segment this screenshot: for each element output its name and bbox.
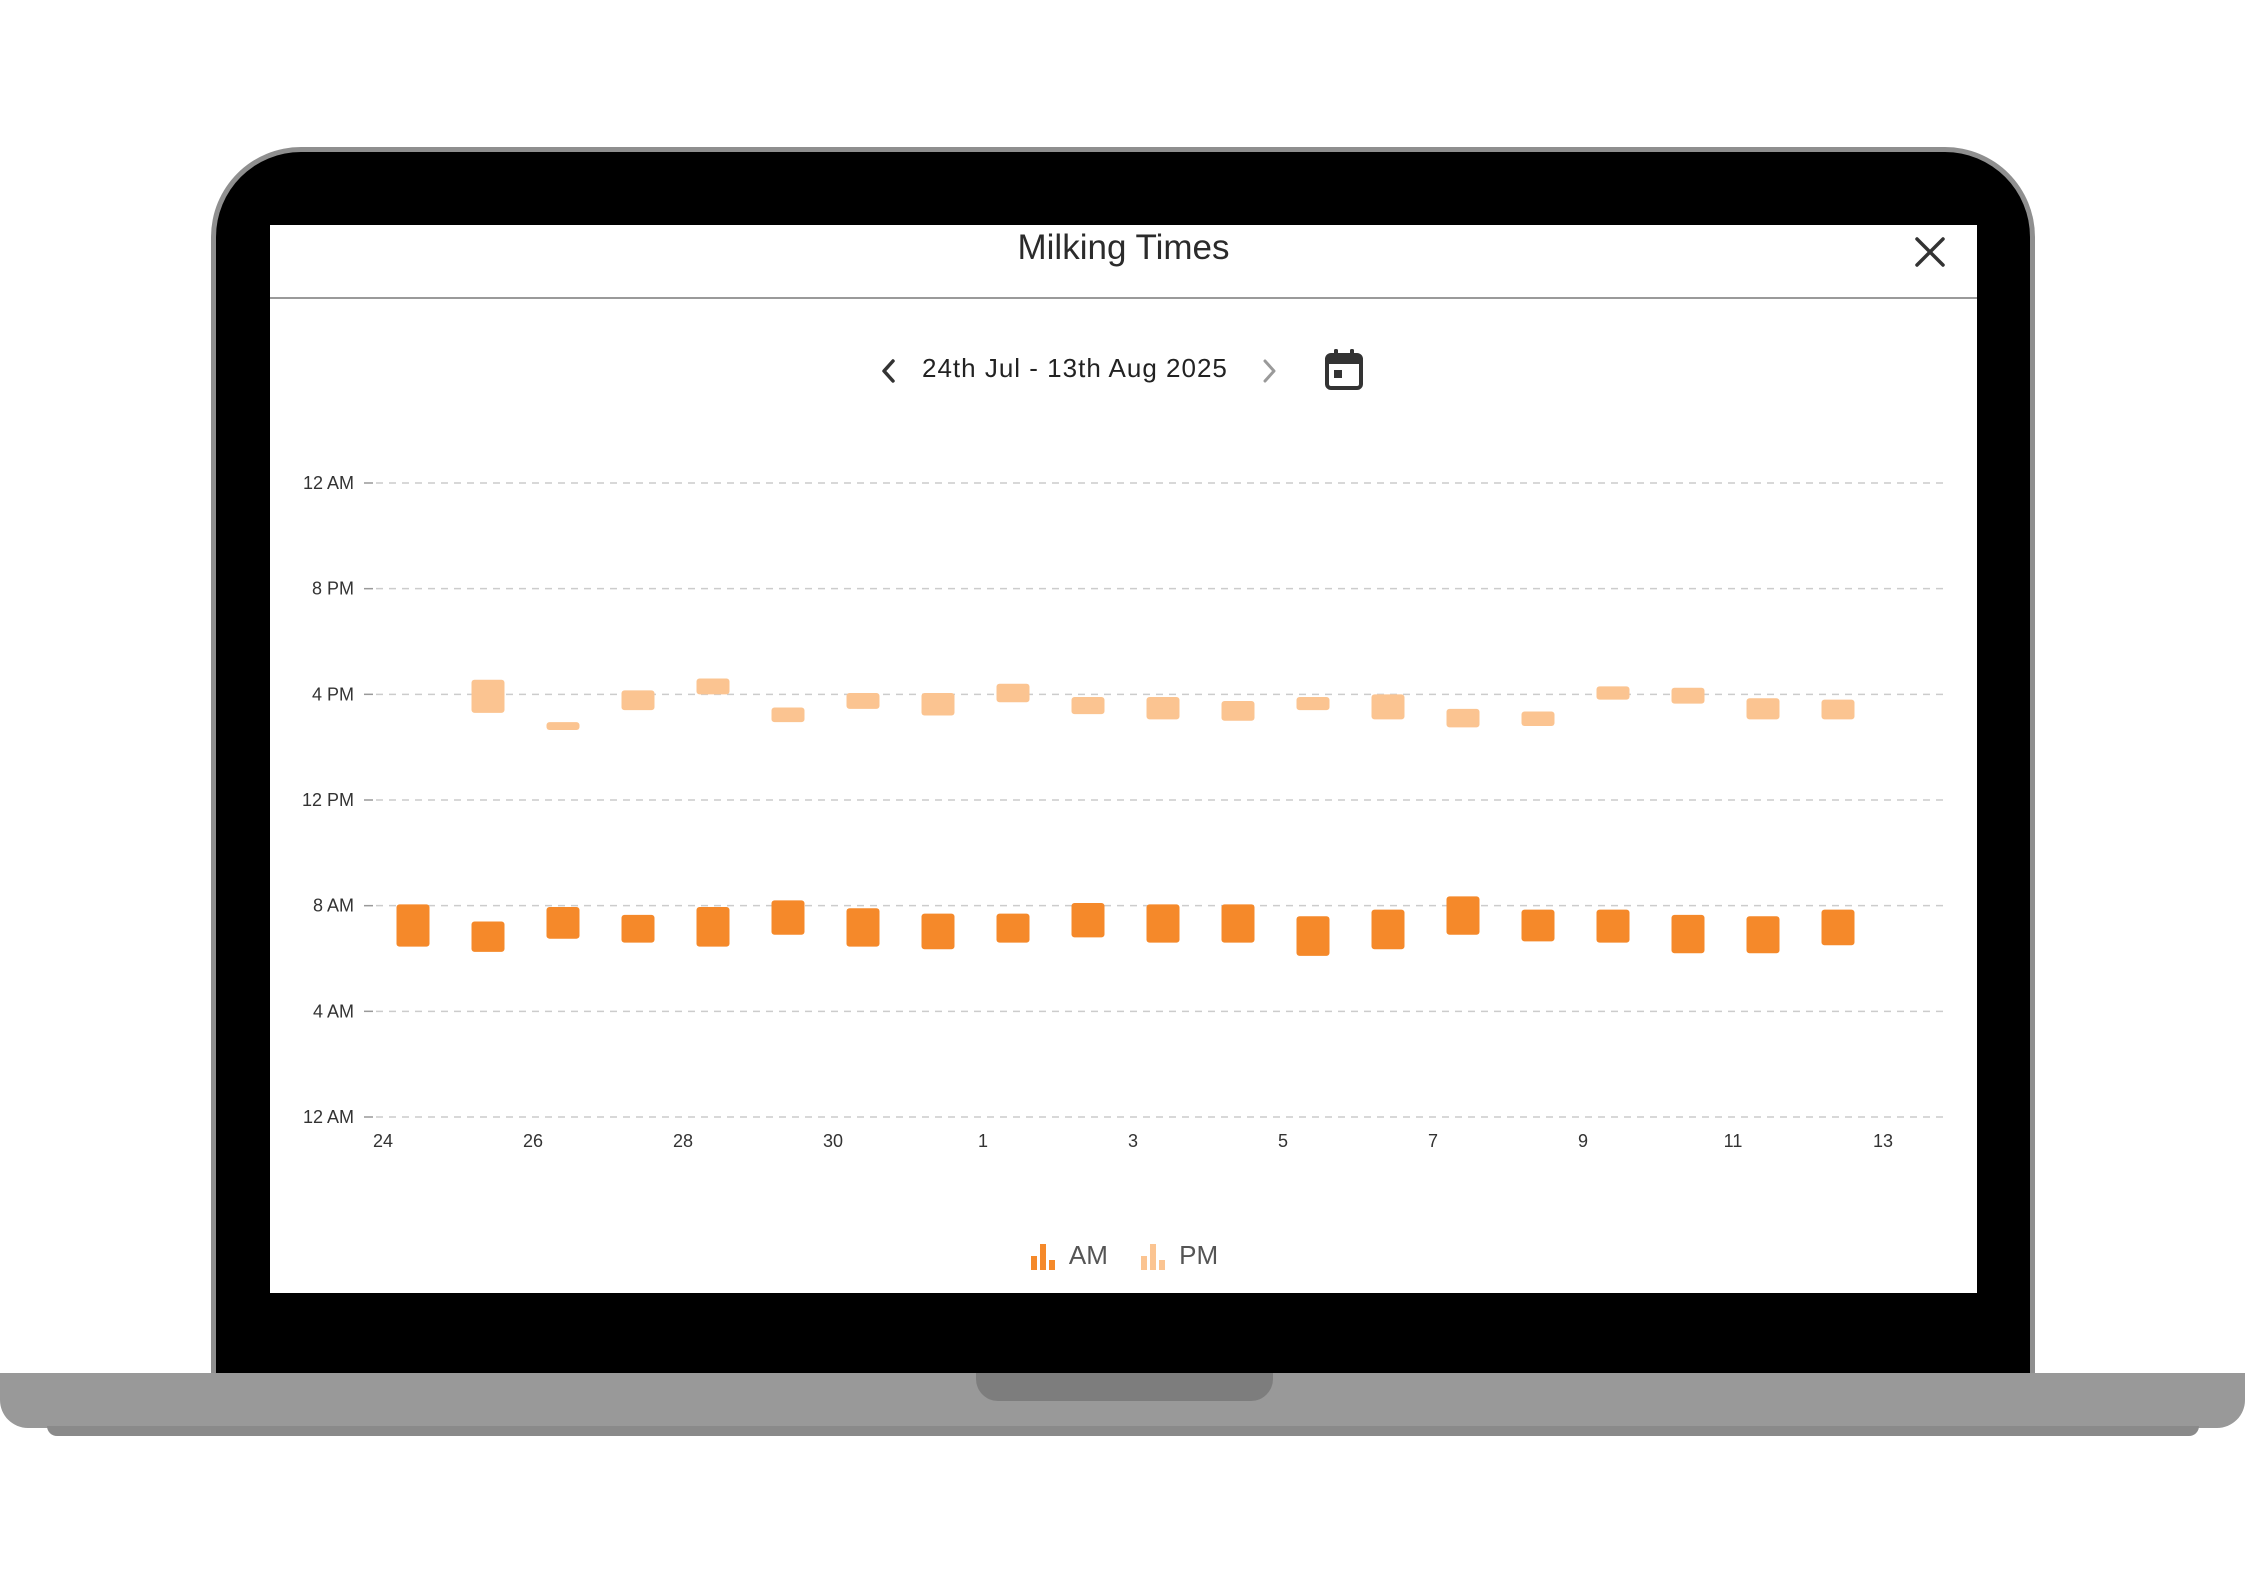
bar-pm — [546, 722, 580, 730]
x-tick-label: 9 — [1578, 1131, 1588, 1151]
bar-pm — [1071, 696, 1105, 715]
milking-times-chart: 12 AM 4 AM 8 AM 12 PM 4 PM 8 PM 12 AM 24 26 28 30… — [302, 473, 1945, 1151]
bar-am — [1746, 916, 1780, 954]
bar-am — [546, 906, 580, 939]
bar-pm — [471, 679, 505, 713]
date-range-label: 24th Jul - 13th Aug 2025 — [922, 353, 1228, 383]
bar-chart-icon — [1141, 1243, 1166, 1270]
x-tick-label: 1 — [978, 1131, 988, 1151]
x-tick-label: 28 — [673, 1131, 693, 1151]
bar-chart-icon — [1030, 1243, 1055, 1270]
bar-pm — [921, 693, 955, 716]
bar-am — [1371, 909, 1405, 950]
bars-layer — [396, 678, 1855, 956]
x-axis: 24 26 28 30 1 3 5 7 9 11 13 — [373, 1131, 1893, 1151]
x-tick-label: 3 — [1128, 1131, 1138, 1151]
bar-pm — [696, 678, 730, 695]
y-tick-label: 4 AM — [313, 1001, 354, 1021]
bar-am — [1446, 896, 1480, 935]
x-tick-label: 24 — [373, 1131, 393, 1151]
bar-am — [396, 904, 430, 947]
legend-label-pm: PM — [1179, 1240, 1219, 1270]
chart-legend: AM PM — [270, 1240, 1977, 1280]
bar-pm — [621, 690, 655, 711]
bar-pm — [1671, 687, 1705, 704]
dialog-title: Milking Times — [1017, 228, 1230, 267]
x-tick-label: 30 — [823, 1131, 843, 1151]
bar-am — [1596, 909, 1630, 943]
chevron-left-icon[interactable] — [878, 358, 900, 384]
bar-am — [1671, 914, 1705, 954]
date-range-navigator: 24th Jul - 13th Aug 2025 — [270, 345, 1977, 395]
bar-pm — [771, 707, 805, 723]
bar-am — [471, 921, 505, 952]
y-tick-label: 8 PM — [312, 579, 354, 599]
laptop-base-shadow — [47, 1426, 2199, 1436]
y-tick-label: 12 AM — [303, 1107, 354, 1127]
bar-am — [1821, 909, 1855, 946]
bar-pm — [1821, 699, 1855, 720]
bar-am — [996, 913, 1030, 943]
bar-pm — [996, 683, 1030, 703]
y-tick-label: 8 AM — [313, 896, 354, 916]
x-tick-label: 11 — [1724, 1131, 1743, 1151]
laptop-notch — [976, 1373, 1273, 1401]
y-tick-label: 4 PM — [312, 684, 354, 704]
legend-item-pm[interactable]: PM — [1139, 1240, 1218, 1271]
y-axis: 12 AM 4 AM 8 AM 12 PM 4 PM 8 PM 12 AM — [302, 473, 373, 1127]
milking-times-dialog: Milking Times 24th Jul - 13th Aug 2025 1… — [270, 225, 1977, 1293]
bar-am — [921, 913, 955, 950]
bar-pm — [846, 693, 880, 709]
bar-pm — [1746, 698, 1780, 720]
grid-layer — [376, 482, 1945, 1118]
bar-pm — [1221, 700, 1255, 721]
bar-am — [846, 908, 880, 947]
bar-am — [1071, 903, 1105, 938]
bar-pm — [1146, 696, 1180, 720]
calendar-icon[interactable] — [1324, 348, 1364, 392]
x-tick-label: 5 — [1278, 1131, 1288, 1151]
bar-am — [1521, 909, 1555, 942]
legend-label-am: AM — [1068, 1240, 1108, 1270]
bar-am — [1146, 904, 1180, 943]
chevron-right-icon[interactable] — [1258, 358, 1280, 384]
y-tick-label: 12 AM — [303, 473, 354, 493]
bar-pm — [1596, 686, 1630, 700]
title-divider — [270, 297, 1977, 299]
bar-am — [1296, 916, 1330, 956]
bar-am — [771, 900, 805, 935]
bar-pm — [1446, 708, 1480, 728]
bar-am — [1221, 904, 1255, 943]
close-icon[interactable] — [1913, 235, 1947, 269]
bar-pm — [1521, 711, 1555, 727]
x-tick-label: 13 — [1873, 1131, 1893, 1151]
y-tick-label: 12 PM — [302, 790, 354, 810]
bar-pm — [1371, 694, 1405, 720]
x-tick-label: 7 — [1428, 1131, 1438, 1151]
bar-pm — [1296, 696, 1330, 711]
legend-item-am[interactable]: AM — [1029, 1240, 1108, 1271]
bar-am — [621, 914, 655, 943]
x-tick-label: 26 — [523, 1131, 543, 1151]
bar-am — [696, 906, 730, 947]
